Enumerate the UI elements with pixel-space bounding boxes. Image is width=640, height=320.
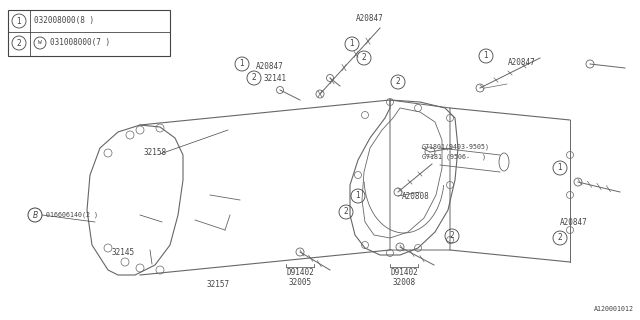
Text: 32008: 32008 [392,278,415,287]
Text: 1: 1 [484,52,488,60]
Text: A20847: A20847 [356,14,384,23]
Text: A20847: A20847 [560,218,588,227]
Text: 1: 1 [356,191,360,201]
Text: W: W [38,41,42,45]
Text: 2: 2 [396,77,401,86]
Text: 2: 2 [450,231,454,241]
Text: 32157: 32157 [207,280,230,289]
Text: 2: 2 [344,207,348,217]
Text: 2: 2 [557,234,563,243]
Text: A120001012: A120001012 [594,306,634,312]
Text: A20808: A20808 [402,192,429,201]
Text: 1: 1 [17,17,21,26]
Text: 1: 1 [239,60,244,68]
Text: A20847: A20847 [256,62,284,71]
Text: 32005: 32005 [289,278,312,287]
Text: 031008000(7 ): 031008000(7 ) [50,38,110,47]
Text: 32158: 32158 [144,148,167,157]
Text: 1: 1 [349,39,355,49]
Text: A20847: A20847 [508,58,536,67]
Text: G7181 (9506-   ): G7181 (9506- ) [422,154,486,161]
Text: 2: 2 [17,38,21,47]
Text: 016606140(2 ): 016606140(2 ) [46,212,98,219]
Text: D91402: D91402 [390,268,418,277]
Text: B: B [33,211,38,220]
Text: 32141: 32141 [264,74,287,83]
Text: 1: 1 [557,164,563,172]
Bar [8,10,170,56]
Text: G71801(9403-9505): G71801(9403-9505) [422,144,490,150]
Text: 32145: 32145 [112,248,135,257]
Text: 032008000(8 ): 032008000(8 ) [34,17,94,26]
Text: 2: 2 [362,53,366,62]
Text: D91402: D91402 [286,268,314,277]
Text: 2: 2 [252,74,257,83]
